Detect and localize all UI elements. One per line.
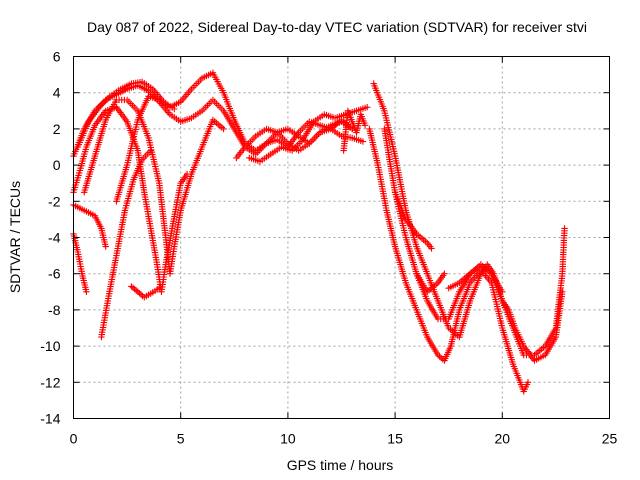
series-sat-q xyxy=(445,261,506,295)
point-markers xyxy=(370,80,568,359)
y-tick-label: -12 xyxy=(40,374,60,390)
series-sat-k xyxy=(246,104,371,165)
series-sat-p xyxy=(391,189,435,252)
x-tick-label: 0 xyxy=(70,431,78,447)
x-axis-label: GPS time / hours xyxy=(287,457,394,473)
x-tick-label: 15 xyxy=(387,431,403,447)
series-sat-j xyxy=(233,125,367,162)
y-tick-label: -6 xyxy=(48,266,61,282)
series-sat-m xyxy=(370,80,568,359)
series-sat-r xyxy=(413,270,448,295)
x-tick-label: 20 xyxy=(495,431,511,447)
point-markers xyxy=(246,104,371,165)
point-markers xyxy=(128,283,163,301)
data-points xyxy=(70,69,568,395)
y-tick-label: -2 xyxy=(48,193,61,209)
point-markers xyxy=(81,96,227,277)
series-sat-g xyxy=(98,147,154,341)
series-sat-l xyxy=(340,107,369,154)
point-markers xyxy=(391,189,435,252)
y-tick-label: -14 xyxy=(40,411,60,427)
y-tick-label: -8 xyxy=(48,302,61,318)
y-tick-label: -4 xyxy=(48,230,61,246)
axis-ticks xyxy=(73,56,610,419)
point-markers xyxy=(413,270,448,295)
point-markers xyxy=(98,147,154,341)
x-tick-label: 25 xyxy=(602,431,618,447)
series-sat-c xyxy=(81,96,227,277)
series-sat-n xyxy=(366,125,532,395)
y-tick-labels: 6 4 2 0 -2 -4 -6 -8 -10 -12 -14 xyxy=(40,49,60,427)
y-tick-label: 0 xyxy=(53,157,61,173)
series-sat-o xyxy=(381,125,566,364)
x-tick-label: 5 xyxy=(177,431,185,447)
point-markers xyxy=(233,125,367,162)
x-tick-labels: 0 5 10 15 20 25 xyxy=(70,431,618,447)
y-axis-label: SDTVAR / TECUs xyxy=(7,181,23,293)
x-tick-label: 10 xyxy=(280,431,296,447)
chart-title: Day 087 of 2022, Sidereal Day-to-day VTE… xyxy=(87,19,587,35)
point-markers xyxy=(366,125,532,395)
gridlines xyxy=(73,56,610,419)
point-markers xyxy=(381,125,566,364)
y-tick-label: 6 xyxy=(53,49,61,65)
point-markers xyxy=(445,261,506,295)
point-markers xyxy=(340,107,369,154)
y-tick-label: 4 xyxy=(53,85,61,101)
y-tick-label: -10 xyxy=(40,338,60,354)
series-sat-h xyxy=(128,283,163,301)
y-tick-label: 2 xyxy=(53,121,61,137)
